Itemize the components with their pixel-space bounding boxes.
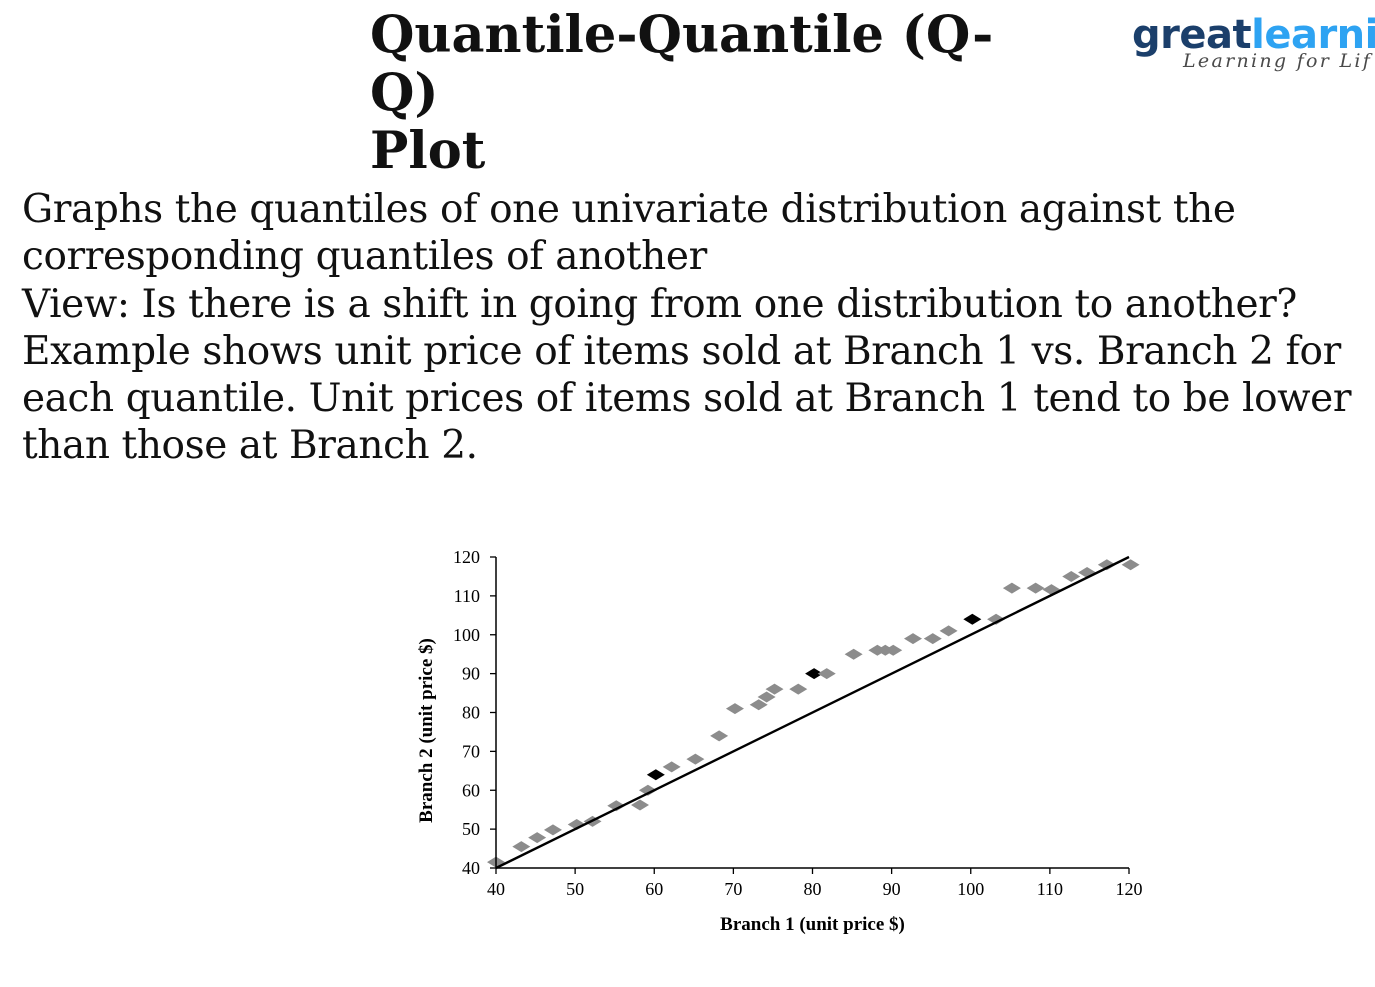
x-ticks: 40 50 60 70 80 90 100 110 120 bbox=[487, 868, 1143, 899]
bullet-1: Graphs the quantiles of one univariate d… bbox=[22, 187, 1236, 280]
slide-body: Graphs the quantiles of one univariate d… bbox=[22, 186, 1362, 470]
y-tick-label: 60 bbox=[462, 780, 480, 800]
x-tick-label: 120 bbox=[1116, 879, 1143, 899]
logo-wordmark: greatlearni bbox=[1132, 12, 1375, 58]
data-point bbox=[512, 841, 531, 853]
x-tick-label: 80 bbox=[804, 879, 822, 899]
data-point bbox=[631, 799, 650, 811]
data-point bbox=[789, 683, 808, 695]
y-tick-label: 100 bbox=[453, 625, 480, 645]
x-tick-label: 50 bbox=[566, 879, 584, 899]
slide-title-line-2: Plot bbox=[370, 121, 486, 181]
data-point bbox=[765, 683, 784, 695]
data-point bbox=[1121, 559, 1140, 571]
data-point bbox=[543, 824, 562, 836]
y-tick-label: 80 bbox=[462, 703, 480, 723]
data-point bbox=[725, 703, 744, 715]
x-axis-label: Branch 1 (unit price $) bbox=[720, 914, 905, 935]
data-point bbox=[939, 625, 958, 637]
qq-plot-chart: 40 50 60 70 80 90 100 110 120 40 50 60 70 80 90 100 110… bbox=[416, 547, 1143, 935]
x-tick-label: 110 bbox=[1037, 879, 1063, 899]
highlight-data-point bbox=[963, 613, 982, 625]
data-point bbox=[607, 800, 626, 812]
y-tick-label: 110 bbox=[454, 586, 480, 606]
data-point bbox=[1042, 584, 1061, 596]
y-ticks: 40 50 60 70 80 90 100 110 120 bbox=[453, 547, 496, 878]
data-point bbox=[686, 753, 705, 765]
data-point bbox=[903, 633, 922, 645]
bullet-3: Example shows unit price of items sold a… bbox=[22, 328, 1352, 469]
slide-title: Quantile-Quantile (Q-Q) Plot bbox=[370, 6, 1050, 180]
x-tick-label: 60 bbox=[645, 879, 663, 899]
data-point bbox=[923, 633, 942, 645]
y-tick-label: 90 bbox=[462, 664, 480, 684]
data-point bbox=[757, 691, 776, 703]
slide-title-line-1: Quantile-Quantile (Q-Q) bbox=[370, 5, 994, 123]
x-tick-label: 70 bbox=[724, 879, 742, 899]
points-layer bbox=[487, 559, 1140, 868]
x-tick-label: 100 bbox=[957, 879, 984, 899]
data-point bbox=[749, 699, 768, 711]
y-tick-label: 70 bbox=[462, 741, 480, 761]
data-point bbox=[528, 832, 547, 844]
y-tick-label: 50 bbox=[462, 819, 480, 839]
data-point bbox=[1026, 582, 1045, 594]
data-point bbox=[1097, 559, 1116, 571]
data-point bbox=[817, 668, 836, 680]
data-point bbox=[987, 613, 1006, 625]
data-point bbox=[1002, 582, 1021, 594]
greatlearning-logo: greatlearni Learning for Lif bbox=[1132, 10, 1375, 80]
y-tick-label: 40 bbox=[462, 858, 480, 878]
x-tick-label: 90 bbox=[883, 879, 901, 899]
y-axis-label: Branch 2 (unit price $) bbox=[416, 638, 437, 823]
logo-word-learning: learni bbox=[1251, 12, 1375, 58]
highlight-data-point bbox=[646, 769, 665, 781]
data-point bbox=[1062, 570, 1081, 582]
bullet-2: View: Is there is a shift in going from … bbox=[22, 281, 1297, 327]
data-point bbox=[710, 730, 729, 742]
data-point bbox=[844, 648, 863, 660]
highlight-data-point bbox=[805, 668, 824, 680]
data-point bbox=[884, 644, 903, 656]
logo-word-great: great bbox=[1132, 12, 1252, 58]
x-tick-label: 40 bbox=[487, 879, 505, 899]
reference-line bbox=[495, 555, 1130, 870]
logo-tagline: Learning for Lif bbox=[1183, 50, 1373, 72]
y-tick-label: 120 bbox=[453, 547, 480, 567]
data-point bbox=[662, 761, 681, 773]
